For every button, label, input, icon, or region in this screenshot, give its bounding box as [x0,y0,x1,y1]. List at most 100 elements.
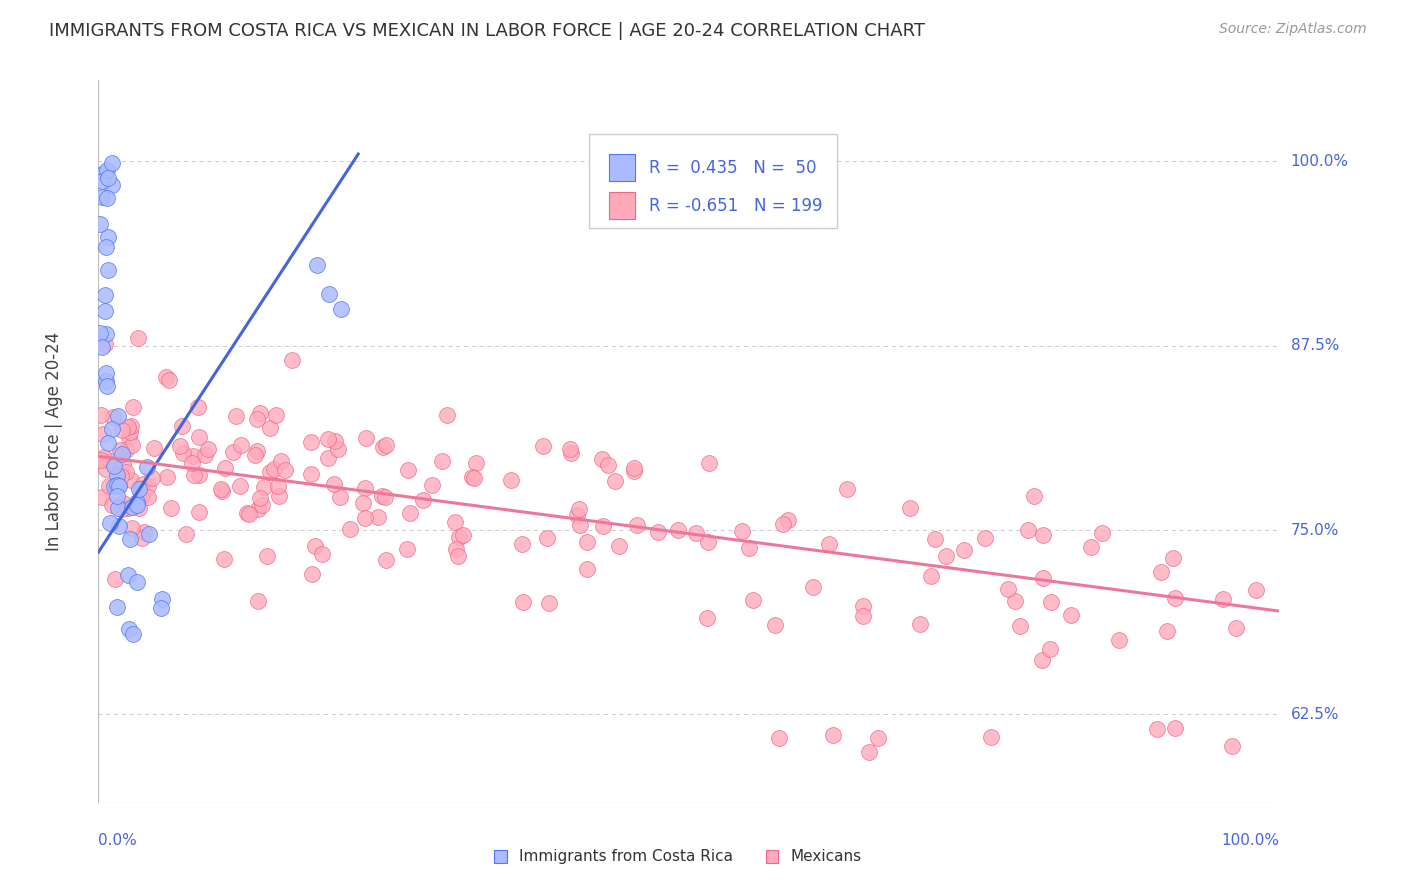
Point [1031,652,1053,666]
Point [835,482,858,496]
Point [97,170,120,185]
Point [603,474,626,488]
Point [94,240,117,254]
Point [114,465,136,479]
Point [316,432,339,446]
Point [89,326,111,340]
Point [323,476,346,491]
Point [229,438,252,452]
Point [371,489,394,503]
Point [1225,621,1247,635]
FancyBboxPatch shape [766,850,779,863]
Point [1244,583,1267,598]
FancyBboxPatch shape [589,135,837,228]
Point [980,730,1002,744]
FancyBboxPatch shape [494,850,506,863]
Point [132,477,155,491]
Point [267,479,290,493]
Point [626,518,648,533]
Point [858,745,880,759]
Point [107,478,129,492]
Point [176,527,198,541]
FancyBboxPatch shape [609,192,634,219]
Point [329,301,352,316]
Point [250,499,273,513]
Point [269,489,291,503]
Point [731,524,754,538]
Point [299,434,322,449]
Point [607,539,630,553]
Point [697,456,720,470]
Point [94,327,117,342]
Text: R = -0.651   N = 199: R = -0.651 N = 199 [648,197,823,215]
Point [160,501,183,516]
Point [101,156,124,170]
Point [243,448,266,462]
Point [128,482,150,496]
Point [249,406,271,420]
Point [935,549,957,564]
Point [647,525,669,540]
Point [444,542,467,557]
Point [97,435,120,450]
Point [229,479,252,493]
Point [259,465,281,479]
Point [125,498,148,512]
Point [188,430,211,444]
Point [108,519,131,533]
Point [94,287,117,301]
FancyBboxPatch shape [609,153,634,181]
Point [852,609,875,624]
Point [685,525,707,540]
Point [188,505,211,519]
Text: 100.0%: 100.0% [1222,833,1279,848]
Point [214,461,236,475]
Point [97,479,120,493]
Text: Mexicans: Mexicans [790,849,862,864]
Point [136,460,159,475]
Point [1150,566,1173,580]
Point [768,731,790,745]
Point [170,419,193,434]
Text: R =  0.435   N =  50: R = 0.435 N = 50 [648,159,817,177]
Point [1164,591,1187,606]
Point [576,562,599,576]
Point [96,461,118,475]
Point [103,458,125,473]
Point [436,408,458,422]
Point [447,549,470,563]
Point [318,450,340,465]
Point [121,500,143,515]
Point [852,599,875,613]
Point [245,412,267,426]
Point [499,473,522,487]
Point [576,535,599,549]
Point [120,533,142,547]
Point [1040,595,1063,609]
Point [131,531,153,545]
Point [105,489,128,503]
Point [93,337,115,351]
Point [89,217,111,231]
Point [91,174,114,188]
Point [920,569,942,583]
Point [101,498,124,512]
Point [93,450,115,464]
Point [256,549,278,563]
Point [91,340,114,354]
Point [558,442,581,456]
Point [1022,489,1045,503]
Point [117,622,139,636]
Point [197,442,219,457]
Point [111,447,134,461]
Text: 100.0%: 100.0% [1291,154,1348,169]
Point [132,525,155,540]
Point [111,502,134,516]
Point [538,597,561,611]
Point [183,467,205,482]
Point [100,454,122,468]
Point [772,516,794,531]
Point [536,531,558,545]
Point [264,408,287,422]
Point [156,469,179,483]
